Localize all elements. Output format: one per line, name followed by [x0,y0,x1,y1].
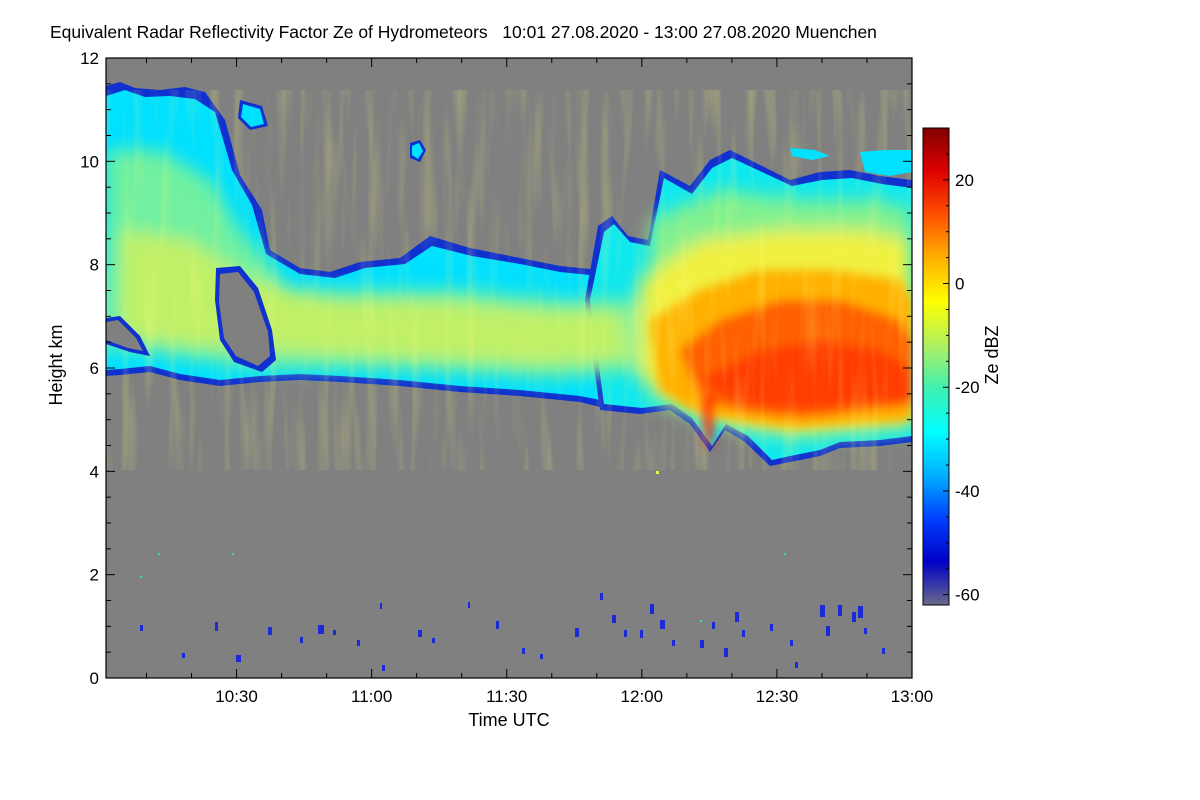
x-axis-label: Time UTC [468,710,549,730]
colorbar-label: Ze dBZ [982,325,1002,384]
colorbar-scale [922,127,950,606]
y-tick-label: 12 [80,49,99,68]
y-tick-label: 4 [90,462,99,481]
x-tick-label: 11:30 [486,687,527,706]
y-tick-label: 8 [90,256,99,275]
cloud-gap-2-inner [106,320,143,351]
title-time-range: 10:01 27.08.2020 - 13:00 27.08.2020 [502,22,791,42]
colorbar: 20 0 -20 -40 -60 Ze dBZ [922,127,1002,606]
colorbar-ticks: 20 0 -20 -40 -60 [943,127,980,605]
clutter-specks [140,593,885,671]
colorbar-tick-label: -20 [955,378,980,397]
cloud-gap-1-inner [219,272,270,366]
title-main: Equivalent Radar Reflectivity Factor Ze … [50,22,488,42]
y-tick-label: 2 [90,566,99,585]
x-tick-label: 11:00 [351,687,392,706]
title-location: Muenchen [795,22,877,42]
y-tick-label: 0 [90,669,99,688]
x-tick-label: 13:00 [891,687,934,706]
chart-title: Equivalent Radar Reflectivity Factor Ze … [50,22,877,43]
y-tick-label: 6 [90,359,99,378]
axes: 10:30 11:00 11:30 12:00 12:30 13:00 0 2 4 6 8 10 12 [80,49,933,706]
x-tick-label: 10:30 [215,687,258,706]
colorbar-tick-label: 0 [955,275,964,294]
reflectivity-field [106,82,912,671]
y-axis-label: Height km [46,324,66,405]
colorbar-tick-label: -40 [955,482,980,501]
x-tick-label: 12:30 [756,687,799,706]
colorbar-tick-label: -60 [955,586,980,605]
y-tick-label: 10 [80,152,99,171]
x-tick-label: 12:00 [621,687,664,706]
colorbar-tick-label: 20 [955,171,974,190]
